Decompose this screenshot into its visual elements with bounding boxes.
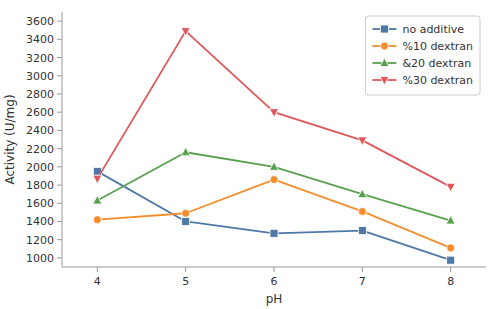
series-line [97, 152, 450, 220]
legend-label: &20 dextran [402, 57, 471, 70]
y-tick-label: 2000 [26, 161, 54, 174]
y-tick-label: 2800 [26, 88, 54, 101]
x-tick [362, 267, 363, 272]
y-tick-label: 1800 [26, 179, 54, 192]
y-tick-label: 2200 [26, 143, 54, 156]
legend: no additive %10 dextran&20 dextran %30 dex… [365, 16, 480, 95]
point [93, 196, 102, 205]
y-axis-line [62, 12, 63, 267]
legend-label: %10 dextran [402, 40, 473, 53]
y-tick [57, 185, 62, 186]
x-tick [274, 267, 275, 272]
chart: 4 5 6 7 8 1000 1200 1400 1600 1800 2000 2200 2400 260… [0, 0, 500, 309]
y-tick [57, 21, 62, 22]
y-tick [57, 112, 62, 113]
point [358, 137, 367, 146]
y-tick [57, 39, 62, 40]
x-tick-label: 8 [447, 275, 454, 288]
y-tick-label: 1600 [26, 197, 54, 210]
y-tick-label: 3400 [26, 33, 54, 46]
y-tick-label: 3000 [26, 70, 54, 83]
point [181, 147, 190, 156]
point [358, 227, 366, 235]
y-tick-label: 1000 [26, 252, 54, 265]
x-tick [450, 267, 451, 272]
y-axis-label: Activity (U/mg) [3, 94, 17, 184]
series-line [97, 180, 450, 248]
x-tick [185, 267, 186, 272]
legend-box [365, 16, 480, 95]
x-tick-label: 4 [94, 275, 101, 288]
point [93, 216, 101, 224]
y-tick [57, 239, 62, 240]
y-tick [57, 57, 62, 58]
series-line [97, 171, 450, 260]
y-tick-label: 2600 [26, 106, 54, 119]
point [270, 176, 278, 184]
y-tick [57, 75, 62, 76]
chart-container: 4 5 6 7 8 1000 1200 1400 1600 1800 2000 2200 2400 260… [0, 0, 500, 309]
x-axis-label: pH [266, 292, 283, 306]
legend-marker [380, 25, 388, 33]
y-tick-label: 3600 [26, 15, 54, 28]
x-tick-label: 6 [271, 275, 278, 288]
point [447, 244, 455, 252]
y-tick [57, 203, 62, 204]
y-tick-label: 3200 [26, 52, 54, 65]
y-tick [57, 93, 62, 94]
point [446, 216, 455, 225]
legend-marker [380, 77, 389, 86]
series [93, 147, 455, 224]
point [270, 229, 278, 237]
series [93, 167, 454, 264]
y-tick-label: 1400 [26, 215, 54, 228]
point [270, 162, 279, 171]
y-tick [57, 166, 62, 167]
point [358, 207, 366, 215]
axes: 4 5 6 7 8 1000 1200 1400 1600 1800 2000 2200 2400 260… [26, 12, 486, 288]
point [270, 109, 279, 118]
legend-marker [380, 58, 389, 67]
point [181, 28, 190, 37]
y-tick-label: 1200 [26, 234, 54, 247]
y-tick [57, 148, 62, 149]
y-tick [57, 257, 62, 258]
point [182, 217, 190, 225]
series [93, 176, 454, 252]
legend-label: no additive [402, 23, 464, 36]
point [447, 256, 455, 264]
point [358, 189, 367, 198]
point [93, 175, 102, 184]
x-tick-label: 7 [359, 275, 366, 288]
x-tick [97, 267, 98, 272]
point [182, 209, 190, 217]
x-tick-label: 5 [182, 275, 189, 288]
y-tick [57, 130, 62, 131]
legend-marker [380, 42, 388, 50]
y-tick-label: 2400 [26, 124, 54, 137]
legend-label: %30 dextran [402, 74, 473, 87]
point [446, 183, 455, 192]
y-tick [57, 221, 62, 222]
